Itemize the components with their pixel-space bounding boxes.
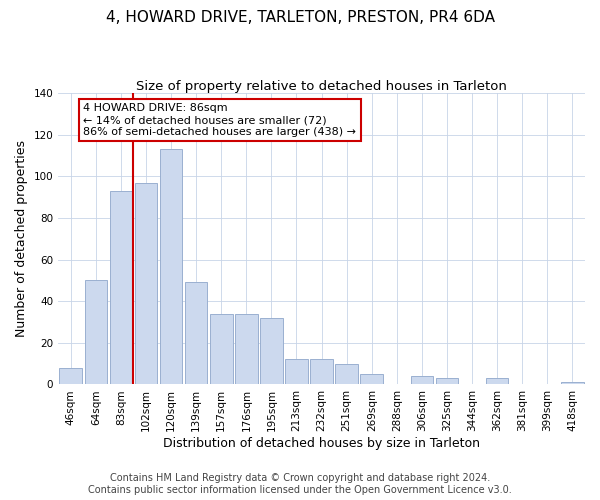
Bar [134,182,157,384]
Bar [486,378,508,384]
X-axis label: Distribution of detached houses by size in Tarleton: Distribution of detached houses by size … [163,437,480,450]
Bar [410,376,433,384]
Bar [310,360,333,384]
Bar [285,360,308,384]
Bar [436,378,458,384]
Text: Contains HM Land Registry data © Crown copyright and database right 2024.
Contai: Contains HM Land Registry data © Crown c… [88,474,512,495]
Bar [561,382,584,384]
Text: 4, HOWARD DRIVE, TARLETON, PRESTON, PR4 6DA: 4, HOWARD DRIVE, TARLETON, PRESTON, PR4 … [106,10,494,25]
Bar [361,374,383,384]
Bar [210,314,233,384]
Bar [85,280,107,384]
Bar [185,282,208,384]
Text: 4 HOWARD DRIVE: 86sqm
← 14% of detached houses are smaller (72)
86% of semi-deta: 4 HOWARD DRIVE: 86sqm ← 14% of detached … [83,104,356,136]
Title: Size of property relative to detached houses in Tarleton: Size of property relative to detached ho… [136,80,507,93]
Y-axis label: Number of detached properties: Number of detached properties [15,140,28,337]
Bar [260,318,283,384]
Bar [160,149,182,384]
Bar [235,314,257,384]
Bar [110,191,132,384]
Bar [59,368,82,384]
Bar [335,364,358,384]
